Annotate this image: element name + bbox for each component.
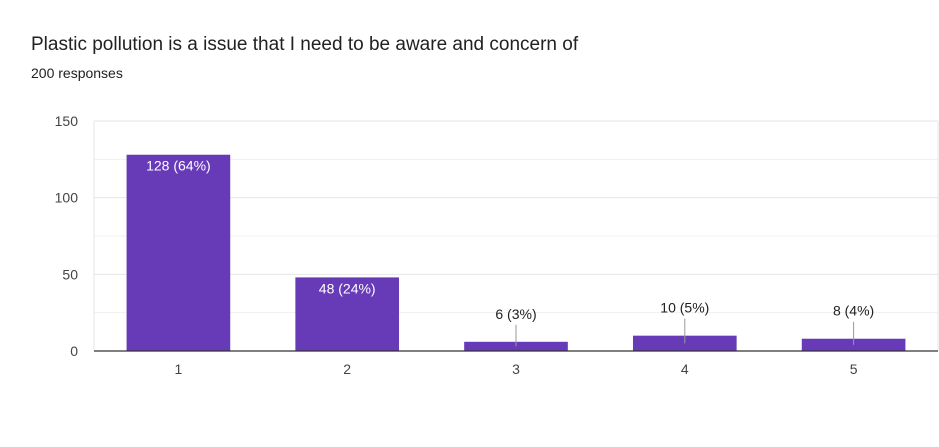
x-tick-label: 5 (850, 361, 858, 377)
y-tick-label: 150 (55, 113, 79, 129)
data-label: 6 (3%) (495, 306, 536, 322)
response-count: 200 responses (31, 65, 123, 81)
x-tick-label: 3 (512, 361, 520, 377)
data-label: 8 (4%) (833, 303, 874, 319)
x-tick-label: 4 (681, 361, 689, 377)
data-label: 48 (24%) (319, 280, 376, 296)
y-tick-label: 100 (55, 190, 79, 206)
y-tick-label: 0 (70, 343, 78, 359)
y-tick-label: 50 (62, 266, 78, 282)
x-tick-label: 2 (343, 361, 351, 377)
data-label: 10 (5%) (660, 300, 709, 316)
chart-title: Plastic pollution is a issue that I need… (31, 34, 579, 55)
x-tick-label: 1 (175, 361, 183, 377)
bar (295, 277, 400, 351)
data-label: 128 (64%) (146, 158, 211, 174)
bar (126, 154, 231, 351)
